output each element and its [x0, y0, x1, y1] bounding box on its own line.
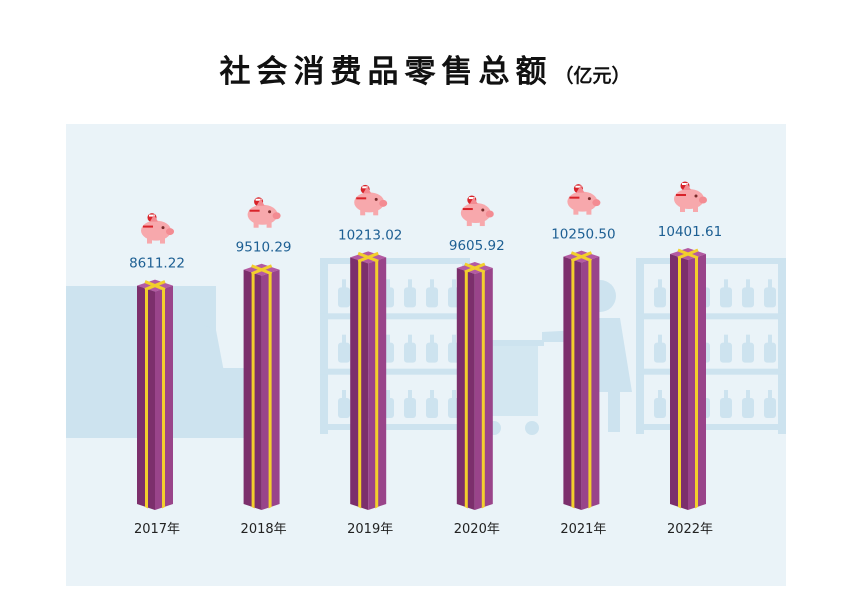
bars-group: 8611.22 2017年 9510.29 2018年 10213.02 2019年 960…	[129, 181, 722, 537]
chart-title: 社会消费品零售总额	[219, 54, 553, 90]
chart-unit: （亿元）	[554, 65, 631, 87]
piggy-bank-icon	[567, 184, 601, 215]
category-label: 2020年	[454, 522, 500, 537]
category-label: 2019年	[347, 522, 393, 537]
shelf-decoration	[636, 258, 786, 434]
shelf-decoration	[320, 258, 470, 434]
piggy-bank-icon	[247, 197, 281, 228]
piggy-bank-icon	[354, 184, 388, 216]
bar	[670, 248, 706, 510]
category-label: 2018年	[241, 522, 287, 537]
value-label: 9510.29	[236, 240, 292, 256]
bar	[350, 251, 387, 510]
piggy-bank-icon	[674, 181, 707, 212]
value-label: 10213.02	[338, 227, 402, 243]
category-label: 2022年	[667, 522, 713, 537]
category-label: 2017年	[134, 522, 180, 537]
value-label: 8611.22	[129, 256, 185, 272]
value-label: 10401.61	[658, 224, 722, 240]
bar	[243, 263, 280, 510]
category-label: 2021年	[560, 522, 606, 537]
piggy-bank-icon	[460, 195, 494, 227]
chart-title-block: 社会消费品零售总额 （亿元）	[0, 46, 850, 91]
piggy-bank-icon	[141, 213, 174, 244]
value-label: 9605.92	[449, 238, 505, 254]
bar	[456, 262, 493, 510]
bar	[563, 250, 600, 510]
bar	[137, 279, 173, 510]
value-label: 10250.50	[551, 227, 615, 243]
